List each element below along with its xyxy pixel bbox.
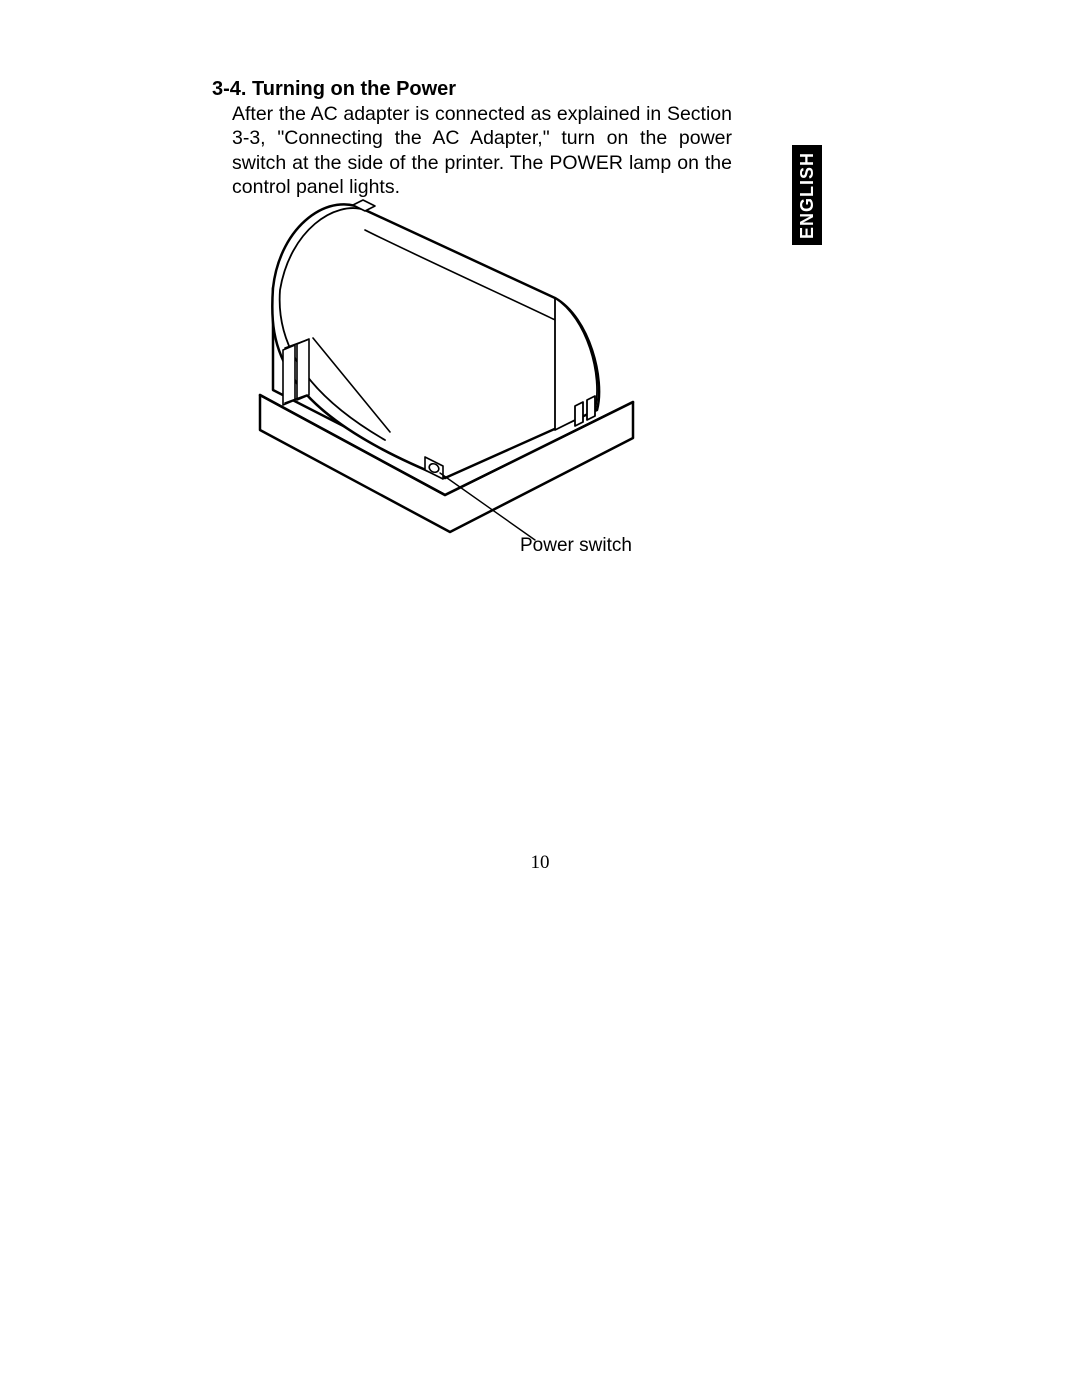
page-number: 10: [0, 852, 1080, 874]
figure-callout-label: Power switch: [520, 535, 632, 557]
language-tab: ENGLISH: [792, 145, 822, 245]
language-tab-label: ENGLISH: [797, 151, 818, 238]
document-page: 3-4. Turning on the Power After the AC a…: [0, 0, 1080, 1397]
printer-figure: [235, 170, 655, 570]
section-heading: 3-4. Turning on the Power: [212, 78, 456, 101]
